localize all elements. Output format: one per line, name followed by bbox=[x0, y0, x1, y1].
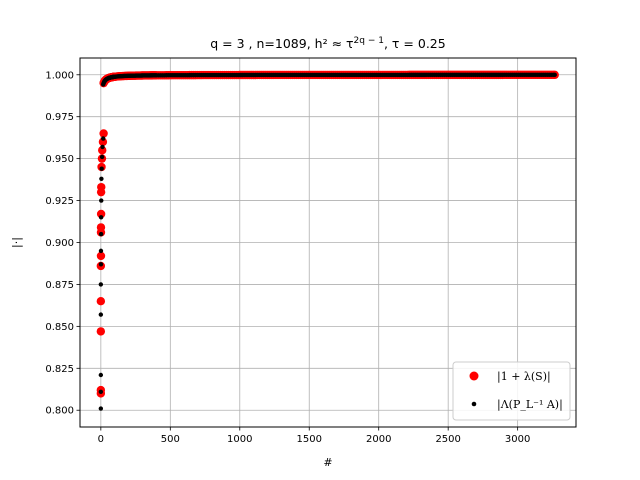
title-part: h² ≈ τ bbox=[315, 36, 354, 51]
y-tick-label: 1.000 bbox=[45, 70, 74, 81]
chart-title-text: q = 3 , n=1089, h² ≈ τ2q − 1, τ = 0.25 bbox=[210, 36, 445, 51]
data-point bbox=[96, 297, 106, 306]
legend-label-black: |Λ(P_L⁻¹ A)| bbox=[497, 398, 563, 412]
x-tick-label: 1000 bbox=[227, 434, 252, 445]
legend: |1 + λ(S)| |Λ(P_L⁻¹ A)| bbox=[452, 361, 571, 421]
data-point bbox=[98, 389, 104, 394]
series-black bbox=[98, 72, 557, 411]
data-point bbox=[99, 129, 108, 138]
plot-marks bbox=[96, 70, 559, 411]
x-tick-label: 0 bbox=[98, 434, 104, 445]
y-tick-label: 0.850 bbox=[45, 322, 74, 333]
data-point bbox=[99, 176, 104, 181]
y-tick-label: 0.875 bbox=[45, 280, 74, 291]
title-part: q = 3 , n=1089, bbox=[210, 36, 314, 51]
y-tick-label: 0.950 bbox=[45, 154, 74, 165]
title-exponent: 2q − 1 bbox=[354, 36, 384, 46]
chart-title: q = 3 , n=1089, h² ≈ τ2q − 1, τ = 0.25 bbox=[210, 36, 445, 51]
x-axis: 0 500 1000 1500 2000 2500 3000 bbox=[98, 427, 530, 445]
data-point bbox=[96, 327, 106, 336]
y-axis: 0.800 0.825 0.850 0.875 0.900 0.925 0.950 0.975… bbox=[45, 70, 80, 417]
data-point bbox=[100, 144, 105, 150]
legend-marker-black bbox=[471, 401, 477, 407]
data-point bbox=[98, 312, 104, 317]
data-point bbox=[96, 209, 106, 219]
legend-label-red: |1 + λ(S)| bbox=[497, 370, 551, 384]
x-tick-label: 500 bbox=[161, 434, 180, 445]
data-point bbox=[552, 72, 557, 78]
title-part: , τ = 0.25 bbox=[384, 36, 446, 51]
data-point bbox=[98, 262, 104, 267]
data-point bbox=[98, 137, 108, 147]
grid bbox=[80, 58, 576, 427]
x-tick-label: 2500 bbox=[435, 434, 460, 445]
data-point bbox=[96, 223, 106, 232]
legend-marker-red bbox=[469, 371, 479, 381]
series-red bbox=[96, 70, 559, 398]
data-point bbox=[98, 406, 104, 411]
data-point bbox=[99, 154, 105, 160]
data-point bbox=[97, 182, 106, 192]
x-tick-label: 1500 bbox=[297, 434, 322, 445]
y-tick-label: 0.925 bbox=[45, 196, 74, 207]
data-point bbox=[99, 166, 104, 171]
data-point bbox=[98, 231, 104, 237]
y-axis-label: |·| bbox=[10, 237, 23, 248]
legend-box bbox=[452, 361, 571, 421]
data-point bbox=[101, 136, 106, 141]
x-tick-label: 3000 bbox=[505, 434, 530, 445]
data-point bbox=[98, 215, 104, 220]
data-point bbox=[98, 282, 104, 287]
data-point bbox=[98, 372, 104, 378]
data-point bbox=[99, 198, 104, 203]
y-tick-label: 0.800 bbox=[45, 406, 74, 417]
x-axis-label: # bbox=[323, 456, 332, 469]
data-point bbox=[96, 251, 106, 261]
data-point bbox=[98, 146, 107, 155]
y-tick-label: 0.975 bbox=[45, 112, 74, 123]
x-tick-label: 2000 bbox=[366, 434, 391, 445]
y-tick-label: 0.825 bbox=[45, 364, 74, 375]
data-point bbox=[98, 248, 104, 254]
y-tick-label: 0.900 bbox=[45, 238, 74, 249]
